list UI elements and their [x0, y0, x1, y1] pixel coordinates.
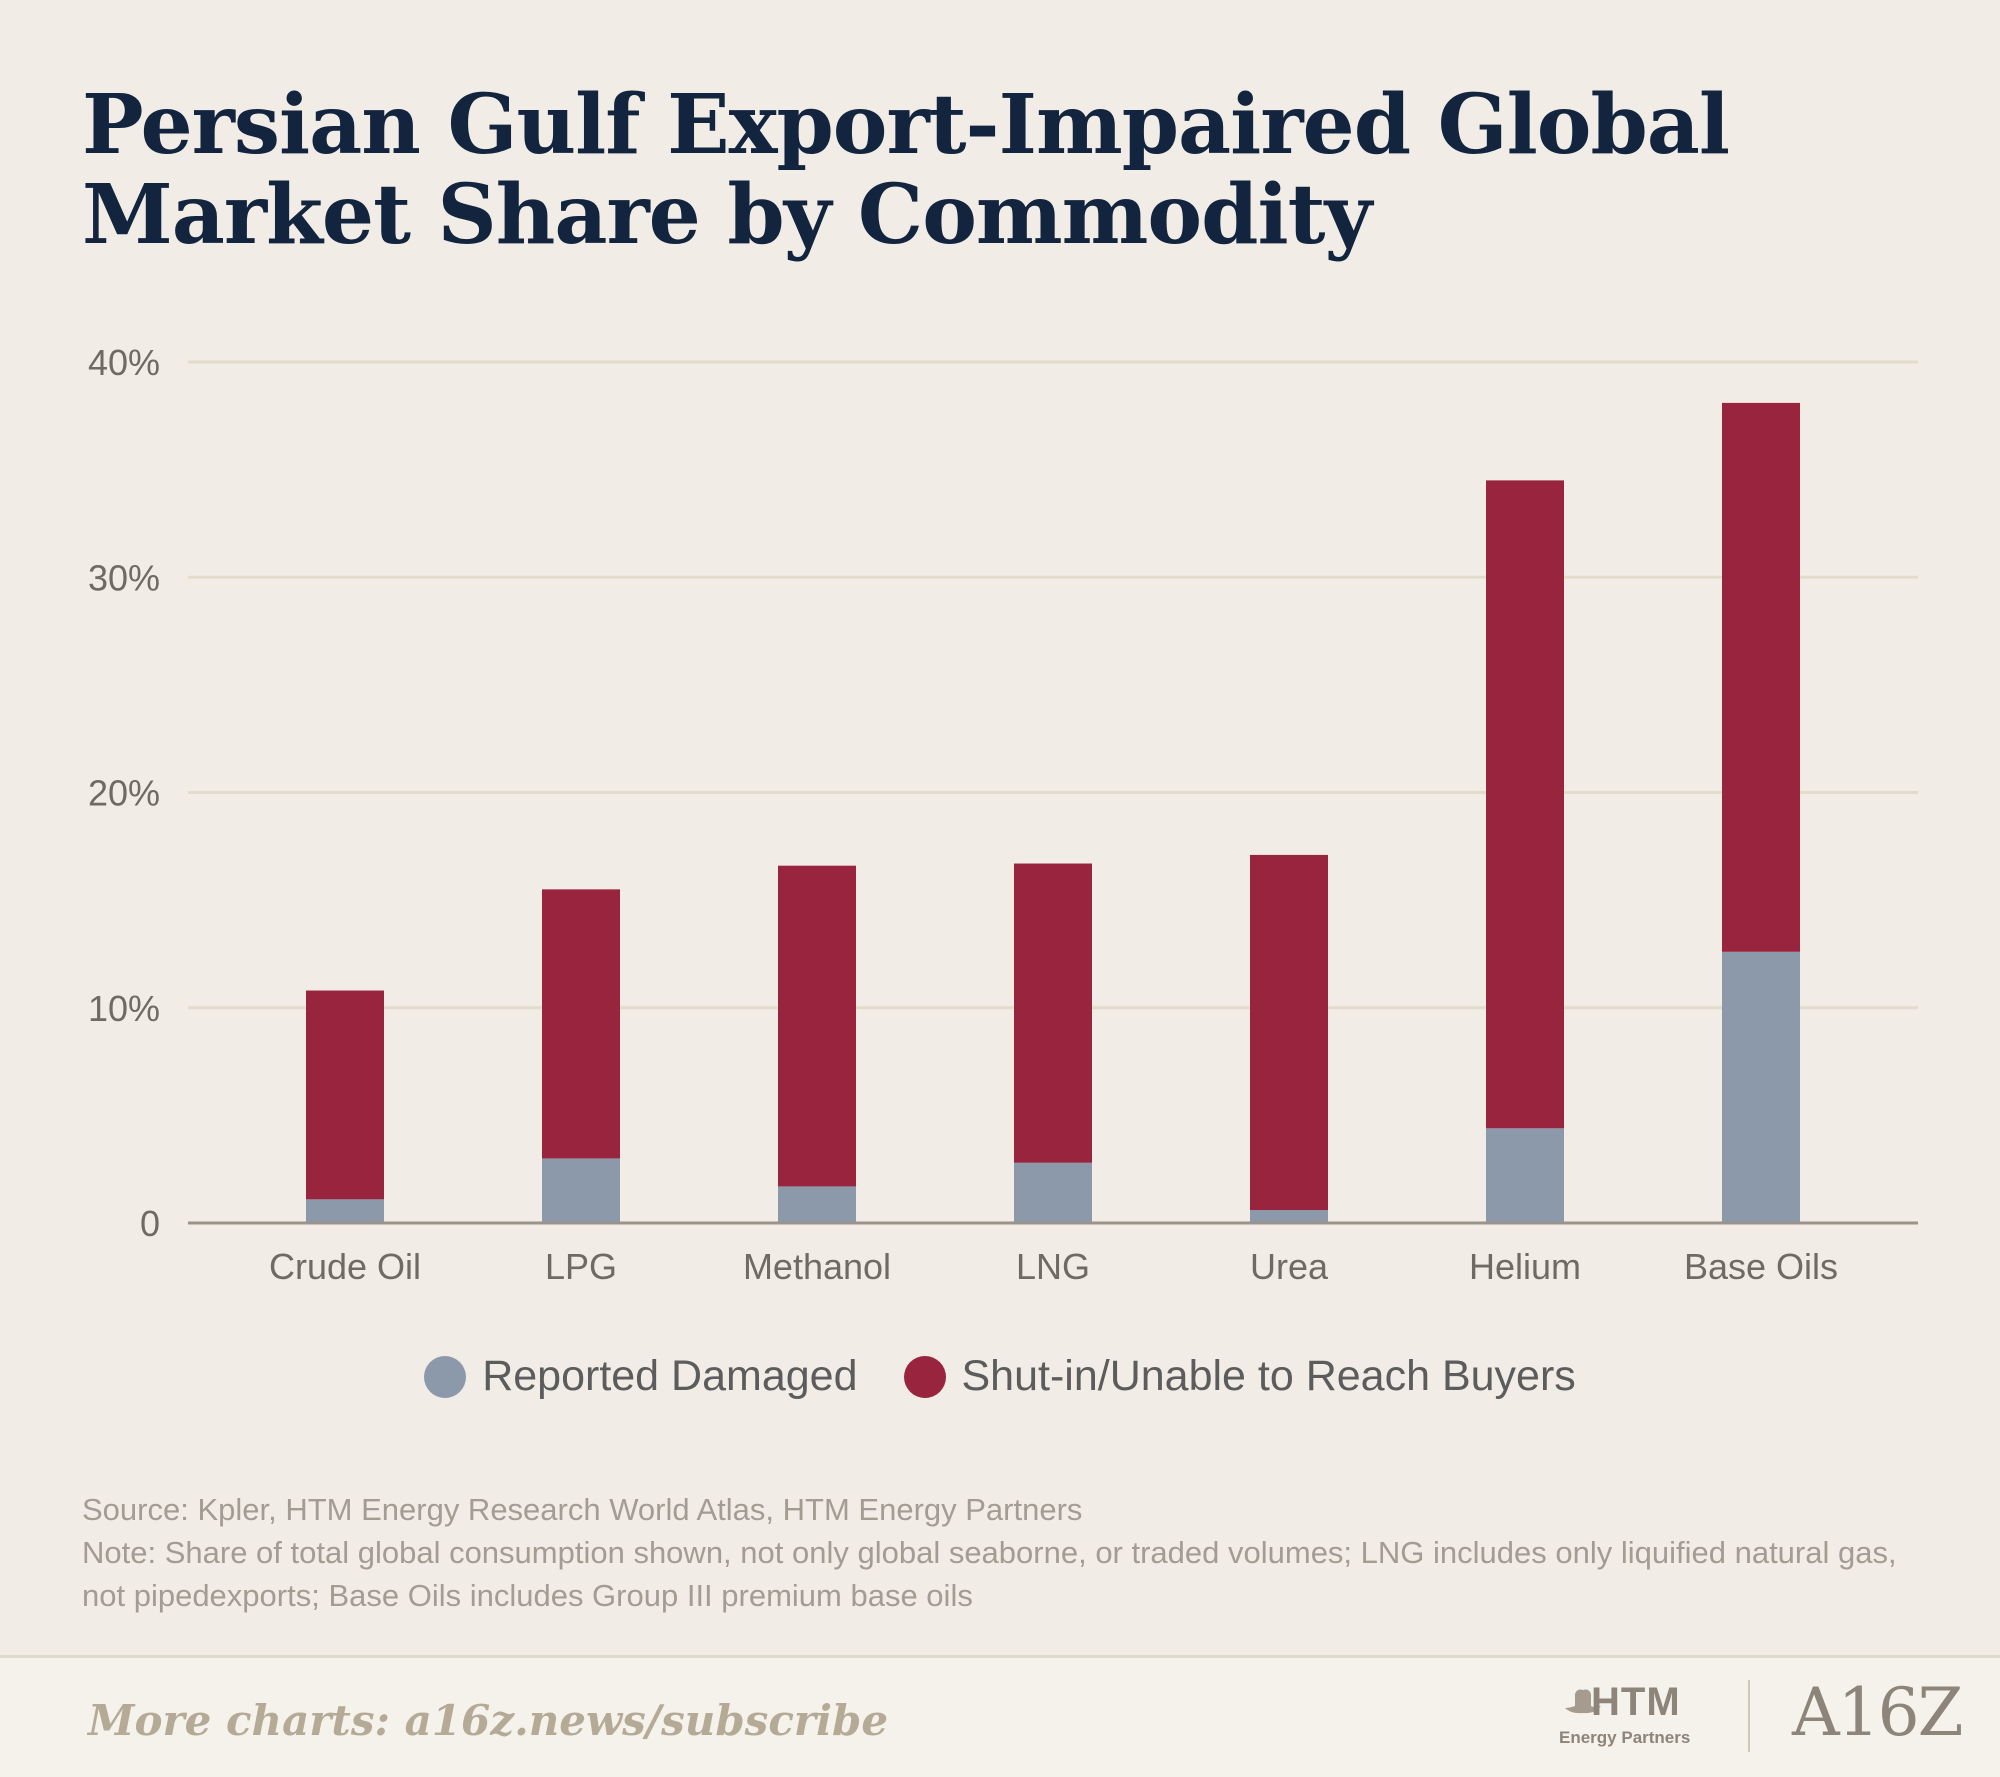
bar-shut-in-methanol — [778, 865, 856, 1187]
bar-reported-damaged-helium — [1486, 1128, 1564, 1223]
bar-reported-damaged-crude-oil — [306, 1199, 384, 1223]
x-tick-label: Base Oils — [1684, 1246, 1838, 1287]
legend-item-reported-damaged: Reported Damaged — [424, 1352, 858, 1401]
legend-swatch-shut-in — [903, 1355, 946, 1398]
x-tick-label: Methanol — [743, 1246, 891, 1287]
htm-cowboy-hat-icon — [1565, 1689, 1601, 1714]
chart-notes: Source: Kpler, HTM Energy Research World… — [82, 1488, 1922, 1617]
y-tick-label: 30% — [88, 557, 160, 598]
bar-reported-damaged-base-oils — [1722, 951, 1800, 1223]
bar-reported-damaged-methanol — [778, 1186, 856, 1223]
legend-label-shut-in: Shut-in/Unable to Reach Buyers — [961, 1352, 1576, 1400]
y-tick-label: 40% — [88, 342, 160, 383]
subscribe-link[interactable]: More charts: a16z.news/subscribe — [88, 1696, 889, 1745]
x-tick-label: LPG — [545, 1246, 617, 1287]
y-tick-label: 0 — [140, 1203, 160, 1244]
legend-item-shut-in: Shut-in/Unable to Reach Buyers — [903, 1352, 1576, 1401]
x-tick-label: Crude Oil — [269, 1246, 421, 1287]
a16z-logo: A16Z — [1792, 1674, 1964, 1751]
bar-shut-in-base-oils — [1722, 402, 1800, 952]
bar-reported-damaged-lng — [1014, 1162, 1092, 1223]
footnote: Note: Share of total global consumption … — [82, 1535, 1897, 1613]
legend: Reported Damaged Shut-in/Unable to Reach… — [0, 1352, 2000, 1401]
footer-divider — [1748, 1680, 1750, 1752]
bar-shut-in-crude-oil — [306, 990, 384, 1200]
bar-shut-in-helium — [1486, 480, 1564, 1129]
bar-shut-in-lpg — [542, 889, 620, 1159]
htm-logo-subtitle: Energy Partners — [1559, 1728, 1691, 1747]
htm-logo: HTM Energy Partners — [1555, 1680, 1715, 1750]
bar-shut-in-lng — [1014, 863, 1092, 1163]
htm-logo-name: HTM — [1591, 1680, 1681, 1724]
x-tick-label: Urea — [1250, 1246, 1329, 1287]
bar-shut-in-urea — [1250, 854, 1328, 1211]
x-tick-label: LNG — [1016, 1246, 1090, 1287]
footer: More charts: a16z.news/subscribe HTM Ene… — [0, 1655, 2000, 1777]
bar-reported-damaged-lpg — [542, 1158, 620, 1223]
x-tick-label: Helium — [1469, 1246, 1581, 1287]
source-note: Source: Kpler, HTM Energy Research World… — [82, 1492, 1083, 1527]
y-tick-label: 20% — [88, 773, 160, 814]
legend-label-reported-damaged: Reported Damaged — [482, 1352, 858, 1400]
legend-swatch-reported-damaged — [424, 1355, 467, 1398]
chart-title: Persian Gulf Export-Impaired Global Mark… — [82, 77, 1730, 263]
bar-reported-damaged-urea — [1250, 1210, 1328, 1223]
bar-chart: 0 10% 20% 30% 40% Crude Oil LPG Methanol LNG Urea… — [88, 342, 1918, 1287]
y-tick-label: 10% — [88, 988, 160, 1029]
